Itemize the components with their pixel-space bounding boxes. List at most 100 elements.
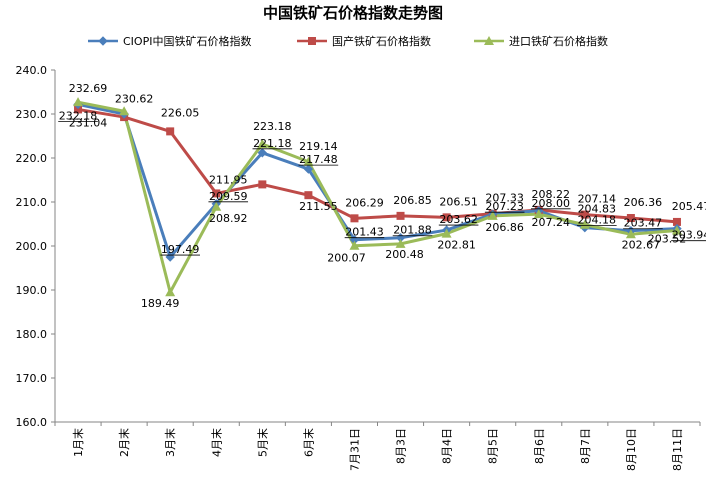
data-label: 231.04 <box>69 116 108 129</box>
data-point <box>395 238 406 248</box>
data-point <box>258 180 267 189</box>
series-line-2 <box>77 100 678 294</box>
x-tick-label: 8月11日 <box>671 428 684 471</box>
data-point <box>349 240 360 250</box>
y-tick-label: 160.0 <box>16 416 48 429</box>
data-point <box>211 201 222 211</box>
data-label: 204.18 <box>578 214 617 227</box>
y-tick-label: 180.0 <box>16 328 48 341</box>
legend-entry: 国产铁矿石价格指数 <box>332 34 431 48</box>
data-point <box>73 97 84 107</box>
legend: CIOPI中国铁矿石价格指数 国产铁矿石价格指数 进口铁矿石价格指数 <box>88 34 608 48</box>
data-point <box>304 191 313 200</box>
data-label: 203.47 <box>624 217 663 230</box>
data-point <box>257 139 268 149</box>
x-tick-label: 7月31日 <box>348 428 361 471</box>
data-label: 206.36 <box>624 196 663 209</box>
data-point <box>303 164 314 174</box>
data-point <box>533 209 544 219</box>
x-tick-label: 1月末 <box>71 428 85 457</box>
chart-title: 中国铁矿石价格指数走势图 <box>263 4 443 22</box>
data-label: 207.24 <box>532 216 571 229</box>
x-tick-label: 2月末 <box>117 428 131 457</box>
data-point <box>350 214 359 223</box>
data-label: 203.52 <box>648 233 687 246</box>
data-label: 207.23 <box>485 200 524 213</box>
x-tick-label: 8月3日 <box>395 428 408 464</box>
data-point <box>626 214 635 223</box>
data-label: 211.55 <box>299 200 338 213</box>
y-tick-label: 200.0 <box>16 240 48 253</box>
data-point <box>396 211 405 220</box>
data-label: 200.48 <box>385 248 424 261</box>
data-label: 202.81 <box>437 239 476 252</box>
x-tick-label: 4月末 <box>209 428 223 457</box>
data-label: 206.85 <box>393 194 432 207</box>
data-label: 232.18 <box>59 109 98 122</box>
data-label: 232.69 <box>69 82 108 95</box>
data-label: 189.49 <box>141 297 180 310</box>
data-point <box>672 217 681 226</box>
data-point <box>165 287 176 297</box>
y-tick-label: 190.0 <box>16 284 48 297</box>
legend-entry: 进口铁矿石价格指数 <box>509 34 608 48</box>
x-tick-label: 5月末 <box>255 428 269 457</box>
y-tick-label: 240.0 <box>16 64 48 77</box>
series-line-1 <box>77 107 678 224</box>
x-tick-label: 3月末 <box>163 428 177 457</box>
data-label: 206.86 <box>485 221 524 234</box>
data-label: 208.22 <box>532 188 571 201</box>
data-label: 211.95 <box>209 173 248 186</box>
data-label: 203.62 <box>439 213 478 226</box>
data-point <box>303 156 314 166</box>
y-tick-label: 170.0 <box>16 372 48 385</box>
data-point <box>257 148 268 158</box>
data-label: 217.48 <box>299 153 338 166</box>
data-label: 202.67 <box>622 238 661 251</box>
data-point <box>441 228 452 238</box>
data-label: 200.07 <box>327 252 366 265</box>
data-label: 206.29 <box>345 196 384 209</box>
data-point <box>579 219 590 229</box>
data-label: 219.14 <box>299 140 338 153</box>
data-point <box>212 189 221 198</box>
data-label: 230.62 <box>115 92 154 105</box>
data-point <box>166 127 175 136</box>
legend-marker <box>98 36 108 46</box>
data-label: 201.88 <box>393 224 432 237</box>
data-label: 209.59 <box>209 190 248 203</box>
data-label: 221.18 <box>253 137 292 150</box>
data-label: 208.92 <box>209 212 248 225</box>
data-label: 208.00 <box>532 197 571 210</box>
data-label: 204.83 <box>578 203 617 216</box>
data-point <box>119 106 130 116</box>
data-point <box>442 213 451 222</box>
x-tick-label: 8月6日 <box>533 428 546 464</box>
y-tick-label: 220.0 <box>16 152 48 165</box>
legend-entry: CIOPI中国铁矿石价格指数 <box>123 34 251 48</box>
data-label: 223.18 <box>253 120 292 133</box>
data-label: 207.14 <box>578 193 617 206</box>
data-label: 207.33 <box>485 192 524 205</box>
x-tick-label: 8月10日 <box>625 428 638 471</box>
legend-marker <box>308 37 316 45</box>
series-line-0 <box>77 102 678 259</box>
axes: 160.0 170.0 180.0 190.0 200.0 210.0 220.0 230.0… <box>16 64 701 471</box>
data-label: 197.49 <box>161 243 200 256</box>
y-tick-label: 230.0 <box>16 108 48 121</box>
data-label: 205.47 <box>672 200 706 213</box>
data-point <box>625 229 636 239</box>
data-label: 206.51 <box>439 195 478 208</box>
legend-marker <box>484 36 494 45</box>
data-label: 201.43 <box>345 226 384 239</box>
y-tick-label: 210.0 <box>16 196 48 209</box>
data-point <box>487 210 498 220</box>
x-tick-label: 8月5日 <box>487 428 500 464</box>
x-tick-label: 8月4日 <box>441 428 454 464</box>
data-label: 226.05 <box>161 106 200 119</box>
x-tick-label: 8月7日 <box>579 428 592 464</box>
data-label: 203.94 <box>672 229 706 242</box>
x-tick-label: 6月末 <box>301 428 315 457</box>
data-point <box>74 105 83 114</box>
